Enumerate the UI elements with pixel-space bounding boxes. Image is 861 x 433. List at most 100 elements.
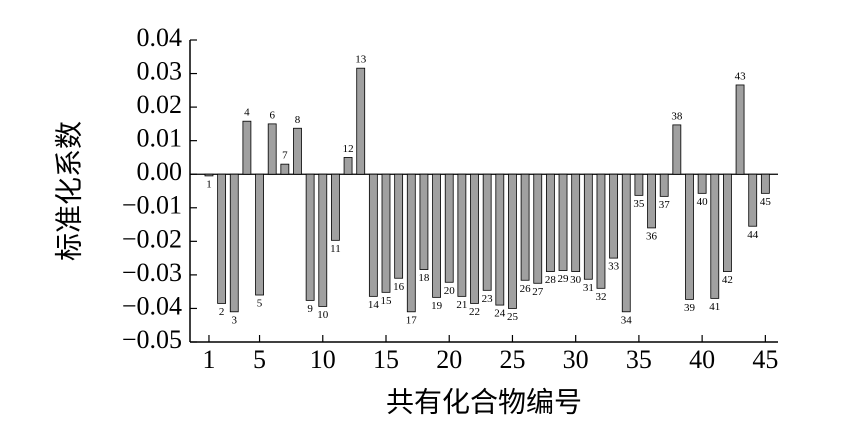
bar-label: 27 [532, 286, 544, 298]
bar-label: 25 [507, 311, 519, 323]
bar [331, 173, 340, 241]
bar-label: 10 [317, 309, 329, 321]
bar [558, 173, 568, 271]
bar [710, 173, 720, 299]
bar [723, 173, 732, 272]
bar-label: 40 [697, 196, 709, 208]
x-tick-label: 45 [752, 345, 778, 374]
bar [356, 67, 366, 175]
bar-label: 43 [735, 70, 747, 82]
bar [470, 173, 479, 304]
bar-label: 42 [722, 274, 733, 286]
bar [697, 173, 707, 194]
bar-label: 32 [595, 291, 606, 303]
bar-label: 20 [444, 285, 456, 297]
bar [634, 173, 644, 196]
bar [685, 173, 694, 300]
bar-label: 14 [368, 299, 380, 311]
bar-label: 2 [219, 306, 225, 318]
bar-label: 26 [520, 283, 532, 295]
bar [406, 173, 416, 313]
x-tick-label: 1 [202, 345, 215, 374]
y-tick-label: −0.01 [122, 191, 182, 220]
bar-label: 37 [659, 199, 671, 211]
bar-label: 7 [282, 150, 288, 162]
bar-label: 23 [482, 293, 494, 305]
bar-label: 8 [295, 114, 301, 126]
bar [444, 173, 454, 283]
bar-label: 5 [257, 298, 263, 310]
bar [343, 157, 353, 175]
bar-label: 34 [621, 314, 633, 326]
bar [533, 173, 543, 284]
bar [571, 173, 581, 272]
y-axis-title: 标准化系数 [53, 121, 85, 261]
bar [293, 127, 302, 175]
bar [229, 173, 239, 313]
bar-label: 12 [343, 143, 354, 155]
x-tick-label: 40 [689, 345, 715, 374]
y-tick-label: −0.03 [122, 258, 182, 287]
bar-label: 17 [406, 314, 418, 326]
bar-label: 11 [330, 243, 341, 255]
bar-label: 45 [760, 196, 772, 208]
bar [255, 173, 264, 296]
bar [457, 173, 467, 297]
x-tick-label: 15 [373, 345, 399, 374]
bar [672, 124, 682, 175]
bar-label: 33 [608, 261, 620, 273]
bar [583, 173, 593, 280]
x-axis-title: 共有化合物编号 [386, 386, 582, 418]
bar-label: 35 [633, 198, 645, 210]
bar-label: 41 [709, 301, 720, 313]
bar-label: 19 [431, 300, 443, 312]
bar-label: 24 [494, 308, 506, 320]
bar [242, 120, 252, 175]
bar-label: 13 [355, 54, 367, 66]
bar-label: 4 [244, 107, 250, 119]
bar-label: 44 [747, 229, 759, 241]
bar [495, 173, 505, 306]
bar [419, 173, 429, 270]
bar [735, 84, 745, 175]
bar-label: 9 [307, 303, 313, 315]
bar-label: 16 [393, 281, 405, 293]
bar-label: 31 [583, 282, 594, 294]
bar [280, 163, 290, 175]
bar-label: 38 [671, 110, 683, 122]
bar-label: 30 [570, 274, 582, 286]
bar [609, 173, 619, 259]
bar [508, 173, 517, 309]
bar [381, 173, 391, 293]
y-tick-label: 0.04 [137, 23, 183, 52]
bar [596, 173, 606, 289]
bar-label: 28 [545, 274, 557, 286]
bar-label: 6 [269, 109, 275, 121]
bar [760, 173, 770, 194]
x-tick-label: 5 [253, 345, 266, 374]
bar [647, 173, 656, 229]
y-tick-label: −0.05 [122, 325, 182, 354]
bar-label: 39 [684, 302, 696, 314]
bar-label: 22 [469, 306, 480, 318]
bar [621, 173, 631, 313]
bar [368, 173, 378, 297]
y-tick-label: 0.02 [137, 90, 183, 119]
bar [305, 173, 315, 301]
bar-label: 3 [232, 314, 238, 326]
bar [318, 173, 328, 307]
bar [204, 173, 214, 177]
y-tick-label: −0.02 [122, 224, 182, 253]
bar [482, 173, 492, 291]
y-tick-label: 0.03 [137, 57, 183, 86]
bar [520, 173, 530, 281]
bar [545, 173, 555, 272]
bar-label: 21 [456, 299, 467, 311]
x-tick-label: 20 [436, 345, 462, 374]
x-tick-label: 10 [310, 345, 336, 374]
bar [432, 173, 441, 298]
bar [659, 173, 669, 197]
y-tick-label: −0.04 [122, 291, 182, 320]
bar [748, 173, 758, 227]
